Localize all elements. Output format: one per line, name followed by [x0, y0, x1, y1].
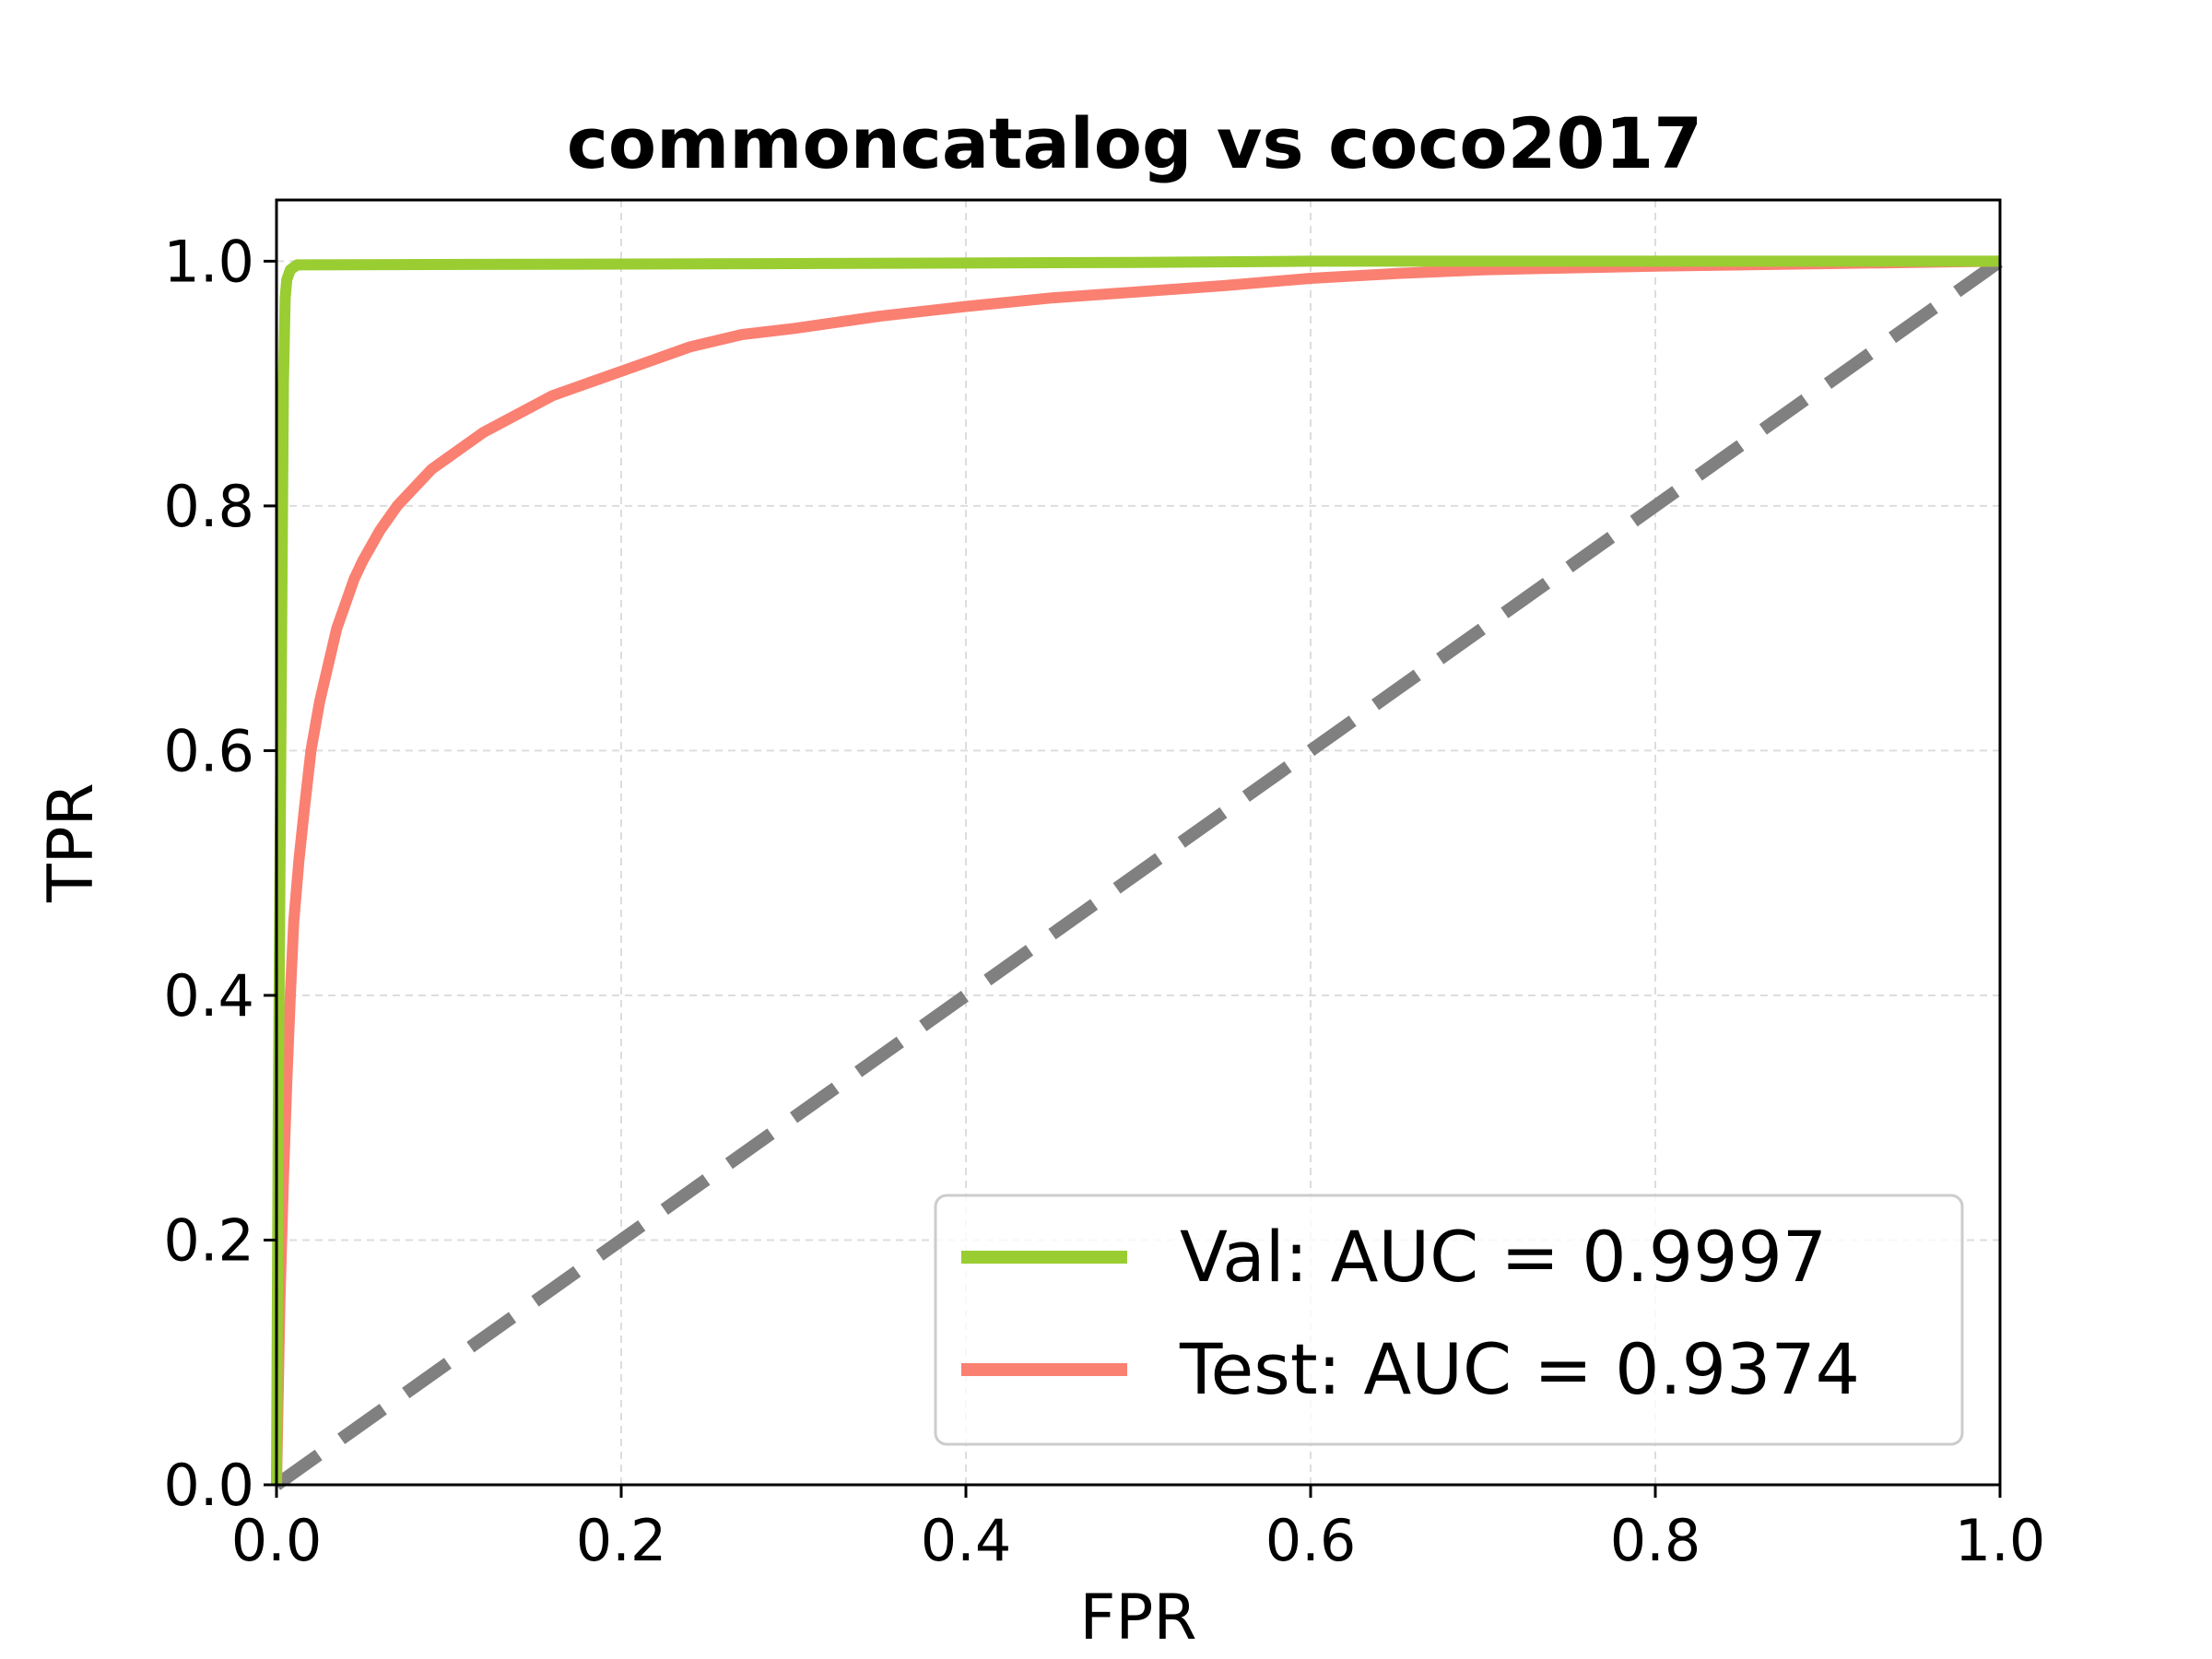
y-tick-label: 0.0 — [163, 1452, 254, 1519]
y-tick-label: 0.8 — [163, 473, 254, 540]
legend-box — [934, 1194, 1964, 1446]
chance-diagonal-line — [272, 255, 2005, 1490]
legend-label-val: Val: AUC = 0.9997 — [1180, 1216, 1827, 1298]
series-line-test — [271, 255, 2001, 1486]
x-tick-label: 0.8 — [1610, 1507, 1701, 1574]
y-tick-label: 1.0 — [163, 228, 254, 295]
x-tick-label: 0.2 — [576, 1507, 667, 1574]
series-line-val — [271, 255, 2000, 1486]
legend: Val: AUC = 0.9997 Test: AUC = 0.9374 — [934, 1194, 1964, 1446]
y-axis-ticks: 0.0 0.2 0.4 0.6 0.8 1.0 — [163, 228, 276, 1519]
y-tick-label: 0.2 — [163, 1206, 254, 1274]
y-tick-label: 0.4 — [163, 962, 254, 1030]
x-tick-label: 0.0 — [231, 1507, 323, 1574]
x-axis-label: FPR — [1079, 1582, 1196, 1654]
x-tick-label: 0.6 — [1265, 1507, 1357, 1574]
y-tick-label: 0.6 — [163, 717, 254, 784]
y-axis-label: TPR — [35, 782, 108, 903]
series-layer — [271, 255, 2005, 1490]
x-tick-label: 0.4 — [921, 1507, 1012, 1574]
x-tick-label: 1.0 — [1955, 1507, 2046, 1574]
legend-label-test: Test: AUC = 0.9374 — [1179, 1328, 1860, 1410]
plot-frame — [275, 198, 2002, 1487]
chart-title: commoncatalog vs coco2017 — [567, 102, 1702, 184]
x-axis-ticks: 0.0 0.2 0.4 0.6 0.8 1.0 — [231, 1485, 2046, 1574]
